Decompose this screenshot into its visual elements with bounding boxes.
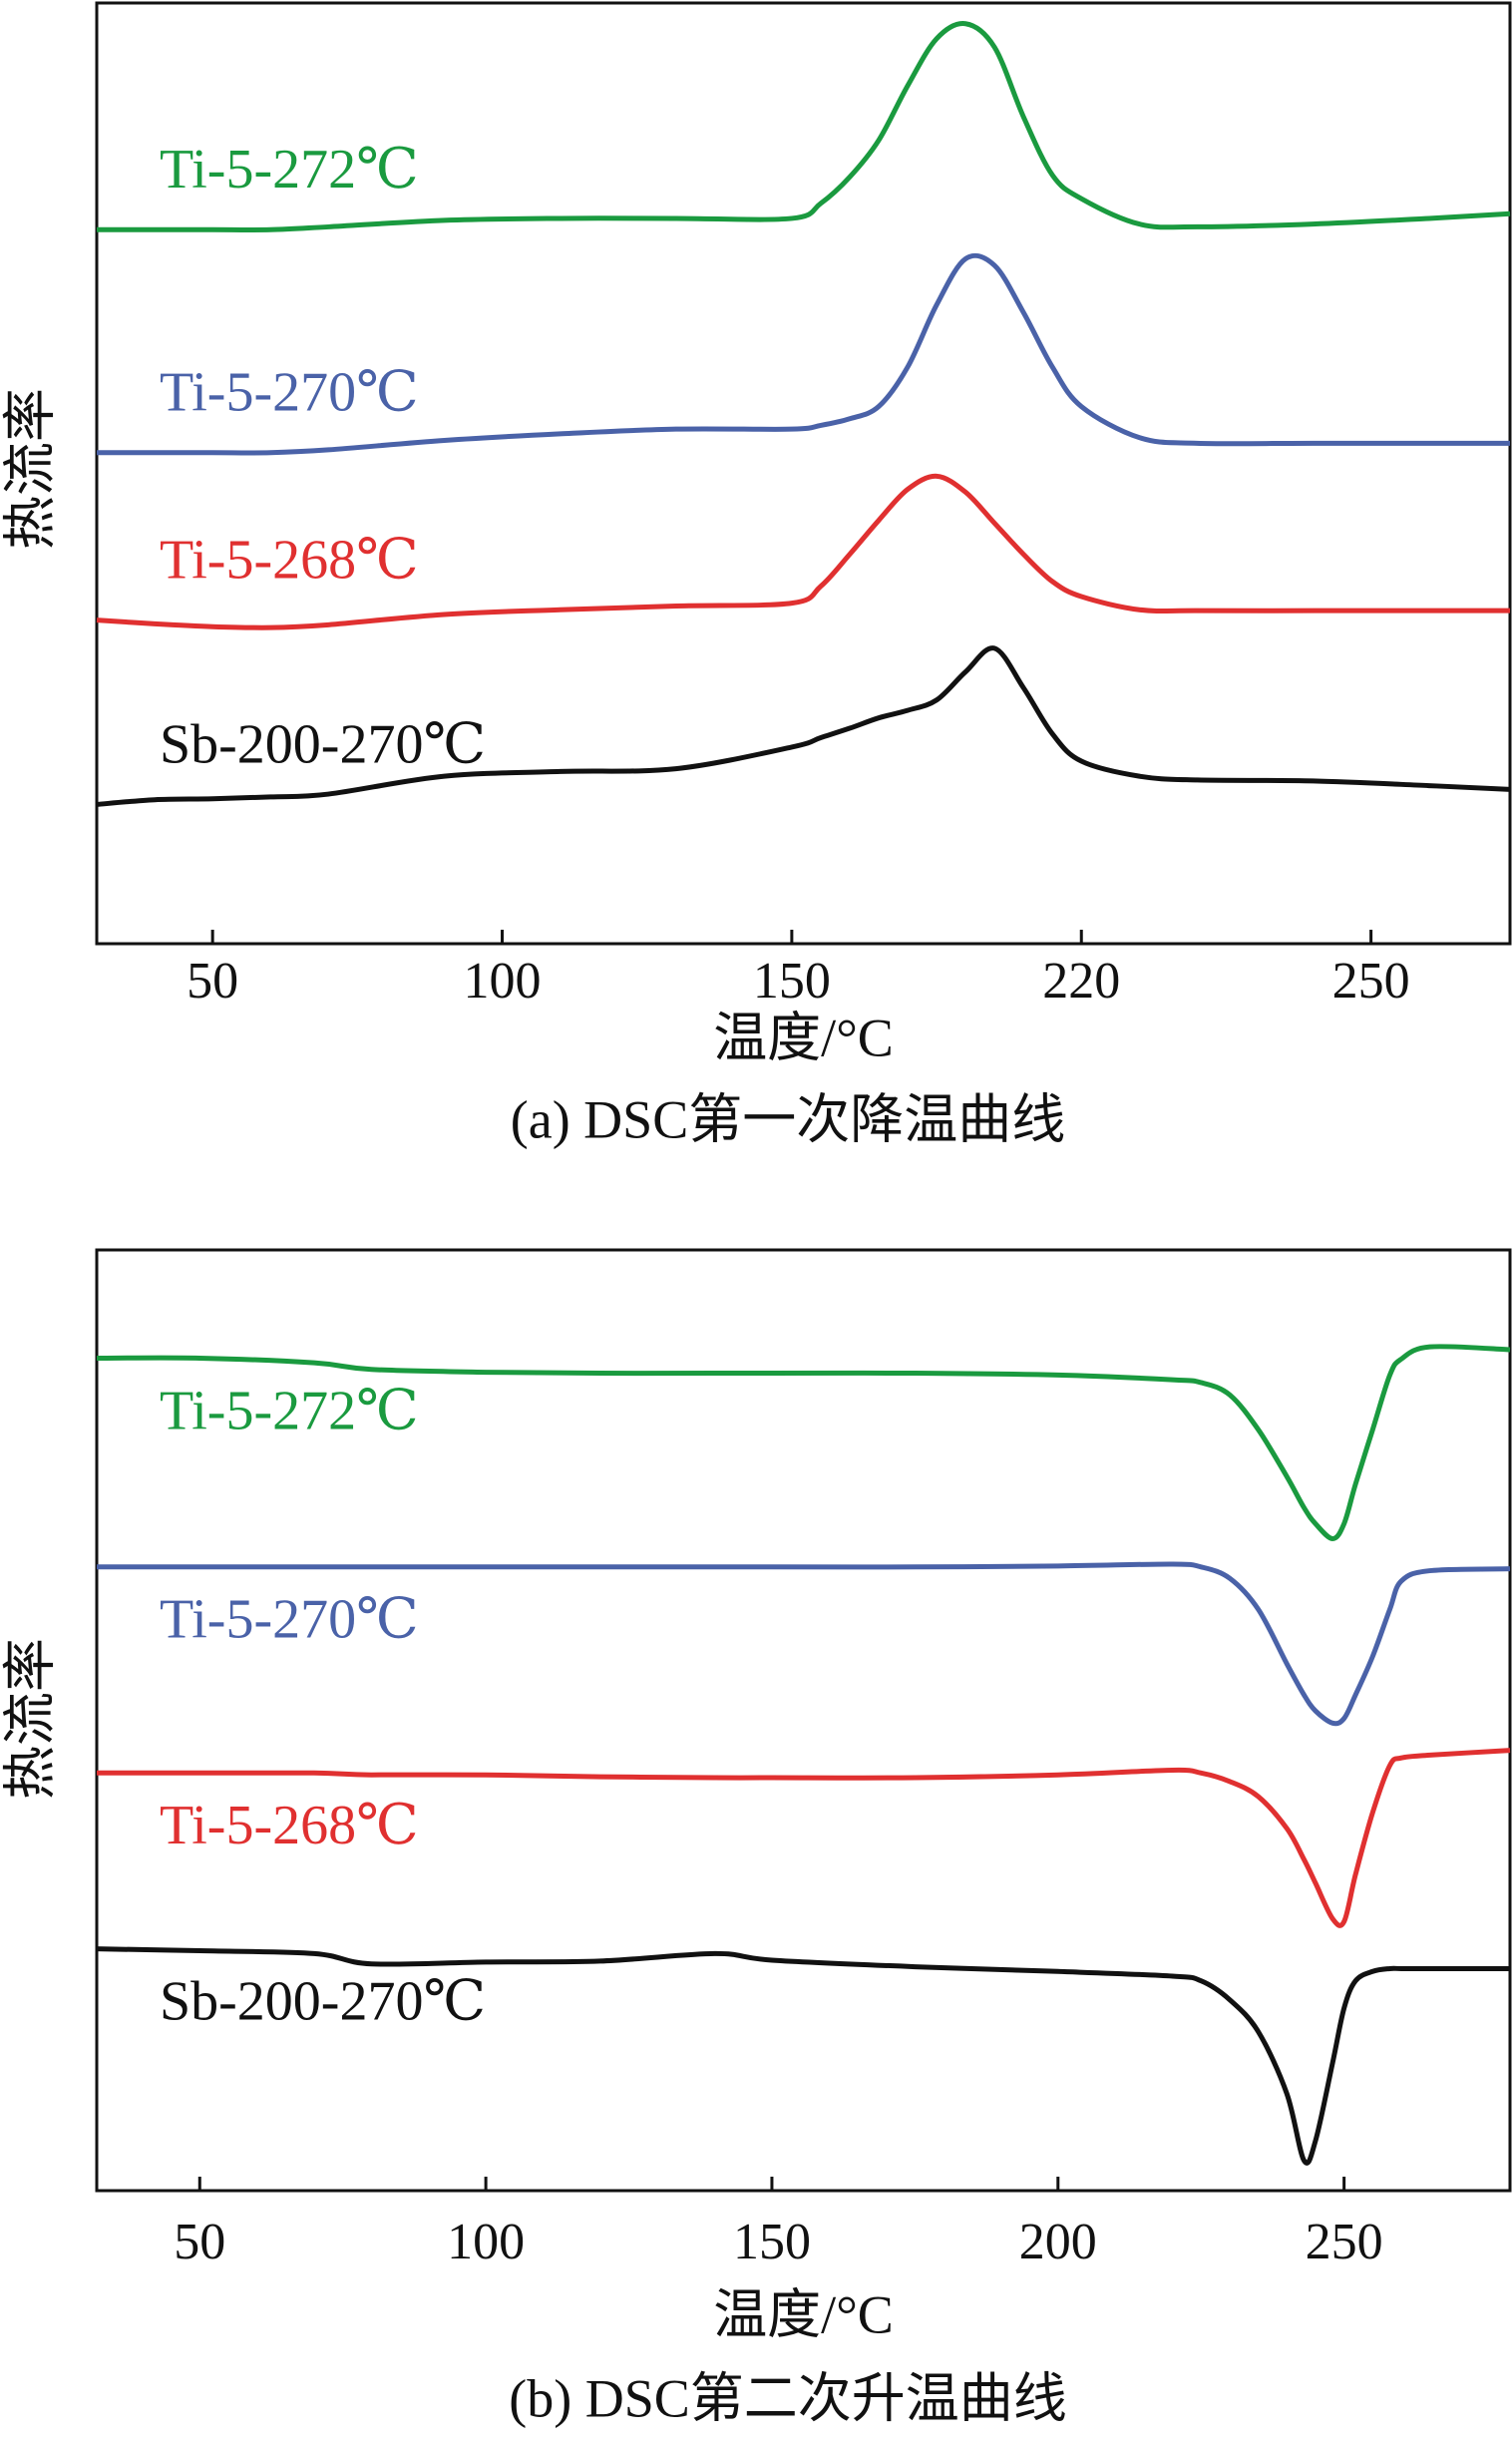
x-tick-label: 50 bbox=[174, 2214, 225, 2270]
series-label: Sb-200-270℃ bbox=[160, 713, 486, 775]
x-tick-label: 250 bbox=[1332, 953, 1410, 1010]
y-axis-label: 热流率 bbox=[0, 1638, 60, 1800]
series-line bbox=[96, 1344, 1511, 1541]
plot-frame bbox=[95, 1248, 1512, 2193]
caption: (a) DSC第一次降温曲线 bbox=[511, 1089, 1065, 1149]
series-label: Ti-5-272℃ bbox=[160, 1380, 419, 1441]
series-label: Ti-5-270℃ bbox=[160, 1589, 419, 1651]
caption: (b) DSC第二次升温曲线 bbox=[509, 2368, 1067, 2428]
x-tick-label: 100 bbox=[447, 2214, 525, 2270]
x-tick-label: 220 bbox=[1042, 953, 1120, 1010]
x-axis-label: 温度/°C bbox=[713, 2284, 894, 2344]
plot-frame bbox=[95, 1, 1512, 946]
series-line bbox=[97, 1748, 1511, 1928]
series-line bbox=[96, 252, 1510, 456]
x-tick-label: 100 bbox=[464, 953, 542, 1010]
x-tick-label: 250 bbox=[1306, 2214, 1383, 2270]
x-tick-label: 50 bbox=[187, 953, 238, 1010]
series-line bbox=[96, 473, 1510, 630]
y-axis-label: 热流率 bbox=[0, 388, 60, 550]
series-label: Ti-5-268℃ bbox=[160, 1795, 419, 1856]
series-label: Sb-200-270℃ bbox=[160, 1970, 486, 2032]
series-line bbox=[97, 1561, 1511, 1727]
series-line bbox=[96, 1946, 1510, 2166]
x-tick-label: 150 bbox=[733, 2214, 811, 2270]
series-label: Ti-5-270℃ bbox=[160, 362, 419, 424]
x-tick-label: 150 bbox=[753, 953, 831, 1010]
series-label: Ti-5-268℃ bbox=[160, 529, 419, 591]
series-line bbox=[96, 645, 1511, 807]
series-label: Ti-5-272℃ bbox=[160, 139, 419, 201]
x-tick-label: 200 bbox=[1019, 2214, 1097, 2270]
x-axis-label: 温度/°C bbox=[713, 1008, 894, 1067]
series-line bbox=[96, 21, 1511, 232]
